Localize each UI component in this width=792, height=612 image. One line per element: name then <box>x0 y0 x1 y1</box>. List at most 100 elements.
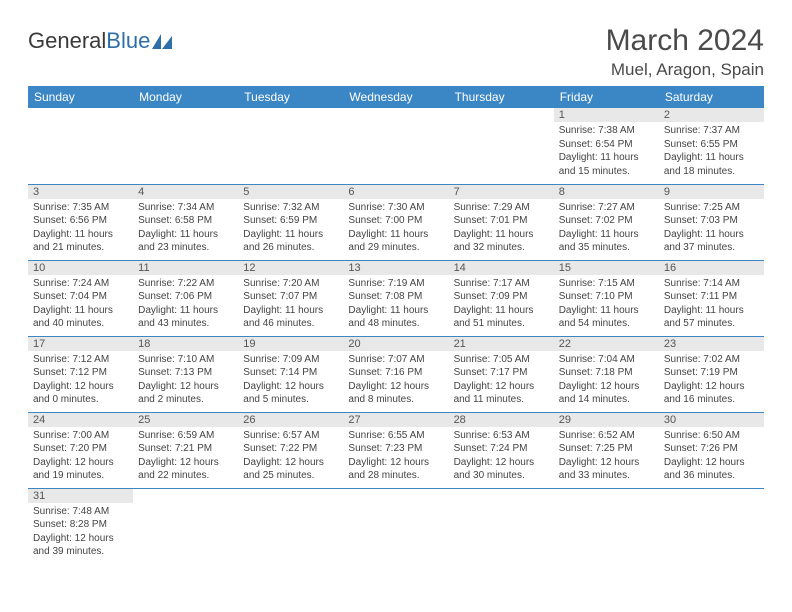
day-detail-line: Sunset: 7:24 PM <box>454 442 549 456</box>
day-detail-line: Sunset: 7:12 PM <box>33 366 128 380</box>
day-details: Sunrise: 7:02 AMSunset: 7:19 PMDaylight:… <box>659 351 764 411</box>
day-detail-line: Daylight: 12 hours <box>348 380 443 394</box>
day-details: Sunrise: 7:12 AMSunset: 7:12 PMDaylight:… <box>28 351 133 411</box>
calendar-table: Sunday Monday Tuesday Wednesday Thursday… <box>28 86 764 564</box>
day-number: 17 <box>28 337 133 351</box>
calendar-day-cell <box>449 108 554 184</box>
day-number: 8 <box>554 185 659 199</box>
month-title: March 2024 <box>606 24 764 58</box>
calendar-day-cell: 18Sunrise: 7:10 AMSunset: 7:13 PMDayligh… <box>133 336 238 412</box>
day-detail-line: Daylight: 12 hours <box>664 456 759 470</box>
day-detail-line: Sunset: 7:25 PM <box>559 442 654 456</box>
day-details: Sunrise: 7:17 AMSunset: 7:09 PMDaylight:… <box>449 275 554 335</box>
day-detail-line: Sunset: 7:01 PM <box>454 214 549 228</box>
calendar-week-row: 31Sunrise: 7:48 AMSunset: 8:28 PMDayligh… <box>28 488 764 564</box>
day-detail-line: Sunset: 6:59 PM <box>243 214 338 228</box>
day-detail-line: Sunrise: 7:22 AM <box>138 277 233 291</box>
calendar-day-cell: 4Sunrise: 7:34 AMSunset: 6:58 PMDaylight… <box>133 184 238 260</box>
day-details: Sunrise: 7:22 AMSunset: 7:06 PMDaylight:… <box>133 275 238 335</box>
day-details: Sunrise: 6:50 AMSunset: 7:26 PMDaylight:… <box>659 427 764 487</box>
day-details: Sunrise: 7:05 AMSunset: 7:17 PMDaylight:… <box>449 351 554 411</box>
day-details: Sunrise: 7:48 AMSunset: 8:28 PMDaylight:… <box>28 503 133 563</box>
day-detail-line: and 48 minutes. <box>348 317 443 331</box>
day-number: 21 <box>449 337 554 351</box>
day-details: Sunrise: 6:53 AMSunset: 7:24 PMDaylight:… <box>449 427 554 487</box>
day-detail-line: Daylight: 12 hours <box>33 456 128 470</box>
day-detail-line: Sunset: 7:02 PM <box>559 214 654 228</box>
logo-text-blue: Blue <box>106 28 150 54</box>
day-detail-line: Sunset: 7:26 PM <box>664 442 759 456</box>
calendar-day-cell <box>343 488 448 564</box>
calendar-day-cell <box>343 108 448 184</box>
day-number: 6 <box>343 185 448 199</box>
calendar-day-cell: 29Sunrise: 6:52 AMSunset: 7:25 PMDayligh… <box>554 412 659 488</box>
day-number: 10 <box>28 261 133 275</box>
day-detail-line: Sunset: 6:55 PM <box>664 138 759 152</box>
day-detail-line: and 16 minutes. <box>664 393 759 407</box>
day-detail-line: Daylight: 11 hours <box>33 304 128 318</box>
day-detail-line: and 39 minutes. <box>33 545 128 559</box>
weekday-header: Saturday <box>659 86 764 108</box>
day-detail-line: Sunrise: 6:53 AM <box>454 429 549 443</box>
day-detail-line: and 36 minutes. <box>664 469 759 483</box>
calendar-body: 1Sunrise: 7:38 AMSunset: 6:54 PMDaylight… <box>28 108 764 564</box>
day-details: Sunrise: 7:00 AMSunset: 7:20 PMDaylight:… <box>28 427 133 487</box>
day-detail-line: Sunrise: 7:29 AM <box>454 201 549 215</box>
day-details: Sunrise: 7:37 AMSunset: 6:55 PMDaylight:… <box>659 122 764 182</box>
day-detail-line: and 30 minutes. <box>454 469 549 483</box>
day-details: Sunrise: 7:38 AMSunset: 6:54 PMDaylight:… <box>554 122 659 182</box>
calendar-day-cell: 26Sunrise: 6:57 AMSunset: 7:22 PMDayligh… <box>238 412 343 488</box>
day-details <box>449 491 554 497</box>
day-detail-line: and 8 minutes. <box>348 393 443 407</box>
day-detail-line: Sunset: 7:07 PM <box>243 290 338 304</box>
day-detail-line: Sunset: 7:13 PM <box>138 366 233 380</box>
calendar-page: GeneralBlue March 2024 Muel, Aragon, Spa… <box>0 0 792 574</box>
day-detail-line: Daylight: 11 hours <box>664 151 759 165</box>
day-detail-line: and 54 minutes. <box>559 317 654 331</box>
day-detail-line: Sunrise: 7:35 AM <box>33 201 128 215</box>
day-detail-line: Daylight: 12 hours <box>664 380 759 394</box>
day-number: 7 <box>449 185 554 199</box>
day-detail-line: Sunrise: 7:17 AM <box>454 277 549 291</box>
day-details: Sunrise: 7:14 AMSunset: 7:11 PMDaylight:… <box>659 275 764 335</box>
calendar-day-cell: 13Sunrise: 7:19 AMSunset: 7:08 PMDayligh… <box>343 260 448 336</box>
calendar-day-cell: 21Sunrise: 7:05 AMSunset: 7:17 PMDayligh… <box>449 336 554 412</box>
day-detail-line: Sunrise: 7:04 AM <box>559 353 654 367</box>
day-detail-line: and 29 minutes. <box>348 241 443 255</box>
day-number: 28 <box>449 413 554 427</box>
day-details: Sunrise: 6:57 AMSunset: 7:22 PMDaylight:… <box>238 427 343 487</box>
weekday-header: Monday <box>133 86 238 108</box>
day-detail-line: Sunrise: 7:48 AM <box>33 505 128 519</box>
day-detail-line: and 14 minutes. <box>559 393 654 407</box>
day-detail-line: Sunrise: 7:02 AM <box>664 353 759 367</box>
day-number: 22 <box>554 337 659 351</box>
calendar-day-cell: 10Sunrise: 7:24 AMSunset: 7:04 PMDayligh… <box>28 260 133 336</box>
calendar-day-cell: 12Sunrise: 7:20 AMSunset: 7:07 PMDayligh… <box>238 260 343 336</box>
day-detail-line: and 28 minutes. <box>348 469 443 483</box>
day-details <box>554 491 659 497</box>
day-detail-line: Daylight: 11 hours <box>33 228 128 242</box>
day-detail-line: Sunrise: 7:27 AM <box>559 201 654 215</box>
day-details <box>28 110 133 116</box>
day-details: Sunrise: 7:29 AMSunset: 7:01 PMDaylight:… <box>449 199 554 259</box>
day-detail-line: Sunset: 6:58 PM <box>138 214 233 228</box>
day-detail-line: Sunrise: 7:12 AM <box>33 353 128 367</box>
weekday-header: Sunday <box>28 86 133 108</box>
day-details: Sunrise: 7:15 AMSunset: 7:10 PMDaylight:… <box>554 275 659 335</box>
day-number: 30 <box>659 413 764 427</box>
calendar-day-cell <box>28 108 133 184</box>
day-detail-line: Sunrise: 7:34 AM <box>138 201 233 215</box>
calendar-week-row: 3Sunrise: 7:35 AMSunset: 6:56 PMDaylight… <box>28 184 764 260</box>
day-number: 12 <box>238 261 343 275</box>
day-number: 5 <box>238 185 343 199</box>
calendar-day-cell: 27Sunrise: 6:55 AMSunset: 7:23 PMDayligh… <box>343 412 448 488</box>
day-number: 18 <box>133 337 238 351</box>
day-detail-line: Sunset: 7:10 PM <box>559 290 654 304</box>
logo-text-general: General <box>28 28 106 54</box>
day-detail-line: Sunset: 7:22 PM <box>243 442 338 456</box>
calendar-day-cell: 30Sunrise: 6:50 AMSunset: 7:26 PMDayligh… <box>659 412 764 488</box>
day-detail-line: and 23 minutes. <box>138 241 233 255</box>
calendar-day-cell: 5Sunrise: 7:32 AMSunset: 6:59 PMDaylight… <box>238 184 343 260</box>
day-detail-line: Daylight: 11 hours <box>559 228 654 242</box>
day-number: 1 <box>554 108 659 122</box>
